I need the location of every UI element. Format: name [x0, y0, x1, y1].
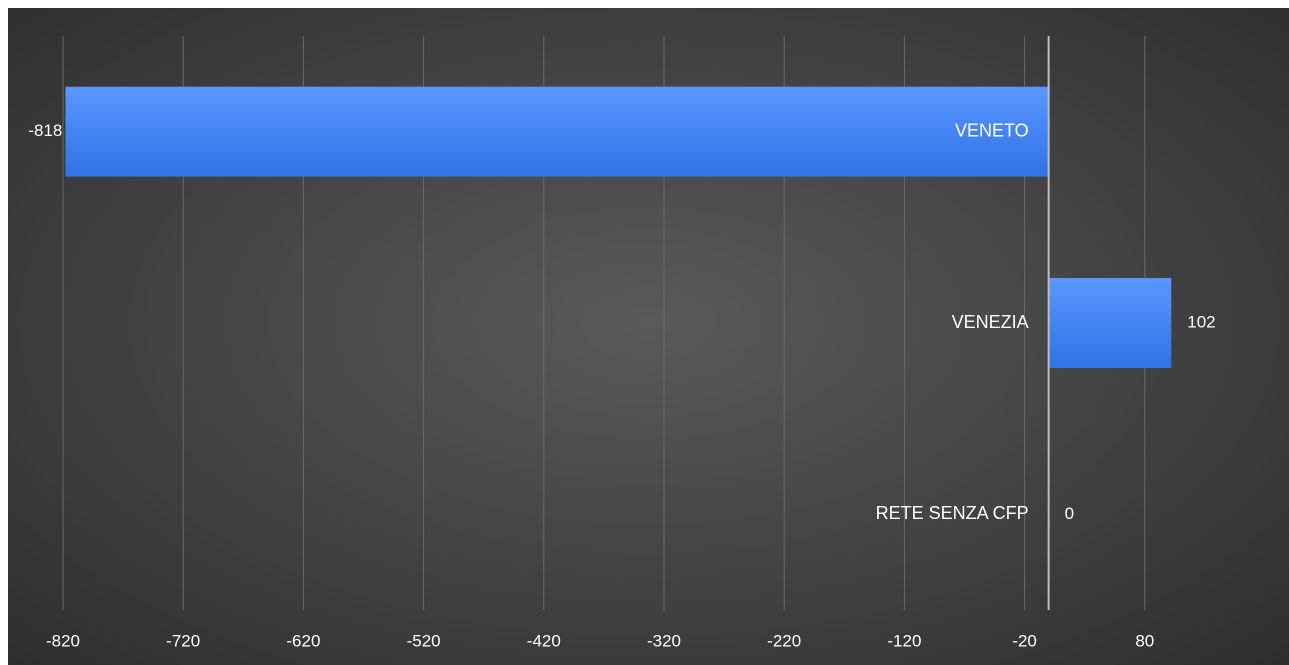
x-axis-tick-labels: -820 -720 -620 -520 -420 -320 -220 -120 -20 80: [46, 631, 1154, 650]
category-label: VENEZIA: [952, 312, 1029, 332]
x-tick-label: -520: [407, 631, 441, 650]
x-tick-label: -320: [647, 631, 681, 650]
bar: [65, 86, 1049, 177]
value-labels: -818 102 0: [28, 121, 1215, 523]
x-tick-label: -220: [767, 631, 801, 650]
x-tick-label: -620: [286, 631, 320, 650]
bar-chart: VENETO VENEZIA RETE SENZA CFP -818 102 0 -82…: [28, 36, 1216, 650]
value-label: 102: [1187, 312, 1215, 331]
category-labels: VENETO VENEZIA RETE SENZA CFP: [876, 120, 1029, 523]
bars: [65, 86, 1172, 368]
x-tick-label: 80: [1135, 631, 1154, 650]
x-tick-label: -20: [1012, 631, 1037, 650]
category-label: VENETO: [955, 120, 1029, 140]
x-tick-label: -720: [166, 631, 200, 650]
chart-area: VENETO VENEZIA RETE SENZA CFP -818 102 0 -82…: [8, 8, 1289, 665]
x-tick-label: -120: [887, 631, 921, 650]
x-tick-label: -420: [527, 631, 561, 650]
value-label: -818: [28, 121, 62, 140]
category-label: RETE SENZA CFP: [876, 503, 1029, 523]
bar: [1048, 278, 1172, 368]
value-label: 0: [1065, 504, 1074, 523]
x-tick-label: -820: [46, 631, 80, 650]
